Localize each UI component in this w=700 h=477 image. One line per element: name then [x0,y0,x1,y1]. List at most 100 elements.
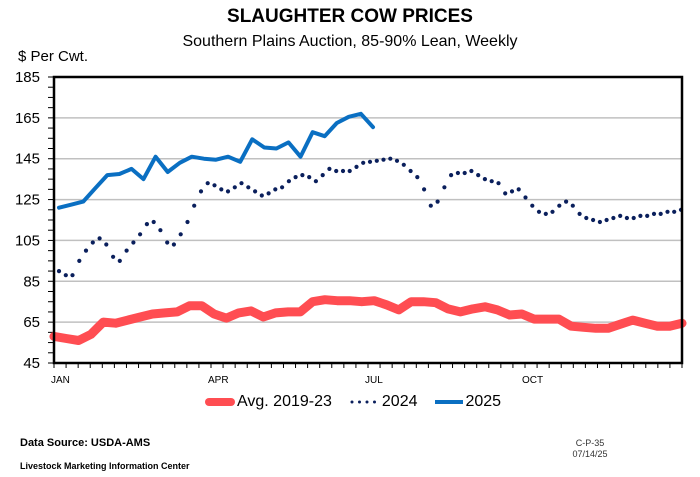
y-tick-label: 65 [23,314,40,331]
legend-item-2025: 2025 [435,393,501,411]
series-point-2024 [280,185,285,190]
series-point-2024 [570,203,575,208]
series-point-2024 [198,189,204,194]
gridlines [54,117,682,323]
series-point-2024 [266,191,271,196]
series-point-2024 [645,213,650,218]
series-point-2024 [327,166,332,171]
series [49,111,687,345]
series-line-2025 [57,111,375,210]
series-point-2024 [90,240,95,245]
y-tick-label: 185 [15,69,40,86]
series-point-2024 [63,273,68,278]
y-tick-label: 125 [15,192,40,209]
series-point-2024 [144,222,149,227]
axes: 45 65 85 105 125 145 165 185 JAN APR JUL OCT [15,69,683,386]
series-point-2024 [225,189,231,194]
series-point-2024 [347,168,352,174]
x-month-label: JAN [51,375,70,386]
series-point-2024 [672,209,677,214]
series-point-2024 [334,168,339,174]
series-point-2024 [171,242,176,247]
series-point-2024 [192,203,197,208]
y-tick-label: 85 [23,273,40,290]
series-point-2024 [557,203,562,208]
organization-name: Livestock Marketing Information Center [20,461,190,471]
series-point-2024 [415,175,420,180]
x-month-label: OCT [522,375,543,386]
series-point-2024 [205,181,210,186]
series-point-2024 [307,175,312,180]
series-point-2024 [503,191,508,196]
series-point-2024 [354,164,359,169]
chart-subtitle: Southern Plains Auction, 85-90% Lean, We… [182,33,518,50]
series-point-2024 [232,185,237,190]
series-point-2024 [530,203,535,208]
series-point-2024 [536,209,542,214]
series-point-2024 [489,179,494,184]
series-point-2024 [97,236,102,241]
series-point-2024 [408,168,413,174]
chart-title: SLAUGHTER COW PRICES [227,6,473,27]
chart-code-date: C-P-35 07/14/25 [560,438,620,460]
legend-label-avg: Avg. 2019-23 [237,393,332,410]
series-point-2024 [117,258,122,263]
series-point-2024 [401,162,406,167]
series-point-2024 [300,173,305,178]
series-point-2024 [523,195,528,200]
series-point-2024 [158,228,163,233]
series-point-2024 [482,177,487,182]
legend: Avg. 2019-23 2024 2025 [205,393,519,411]
series-point-2024 [374,158,379,163]
plot-frame [52,75,684,365]
series-point-2024 [577,211,582,216]
series-point-2024 [178,232,183,237]
legend-item-avg: Avg. 2019-23 [205,393,332,411]
series-point-2024 [564,199,569,204]
series-point-2024 [631,215,636,221]
y-tick-label: 45 [23,355,40,372]
series-point-2024 [638,213,643,218]
series-point-2024 [394,158,400,163]
y-tick-label: 105 [15,232,40,249]
series-point-2024 [455,170,460,176]
series-point-2024 [293,175,298,180]
series-point-2024 [165,240,170,245]
series-point-2024 [273,187,278,192]
series-point-2024 [286,179,291,184]
series-point-2024 [665,209,670,214]
series-point-2024 [320,173,325,178]
series-point-2024 [259,193,264,198]
series-point-2024 [449,173,454,178]
chart-code: C-P-35 [575,438,605,448]
series-point-2024 [618,213,623,218]
series-point-2024 [543,211,548,216]
series-point-2024 [469,168,474,174]
series-point-2024 [131,240,136,245]
series-point-2024 [246,185,251,190]
series-point-2024 [509,189,515,194]
series-point-2024 [462,170,467,176]
series-point-2024 [604,217,609,223]
series-point-2024 [496,181,501,186]
series-point-2024 [138,232,143,237]
series-point-2024 [212,183,217,188]
series-point-2024 [442,185,447,190]
data-source: Data Source: USDA-AMS [20,437,151,449]
series-point-2024 [83,248,89,253]
chart-date: 07/14/25 [572,449,608,459]
series-point-2024 [516,187,521,192]
series-point-2024 [104,242,109,247]
series-point-2024 [422,187,427,192]
series-point-2024 [584,215,589,221]
series-point-2024 [597,219,603,225]
series-point-2024 [624,215,630,221]
series-point-2024 [591,217,596,223]
series-point-2024 [651,211,657,216]
series-point-2024 [361,160,366,165]
series-point-2024 [111,254,116,259]
series-point-2024 [56,269,62,274]
series-point-2024 [151,219,156,225]
series-point-2024 [388,156,393,161]
